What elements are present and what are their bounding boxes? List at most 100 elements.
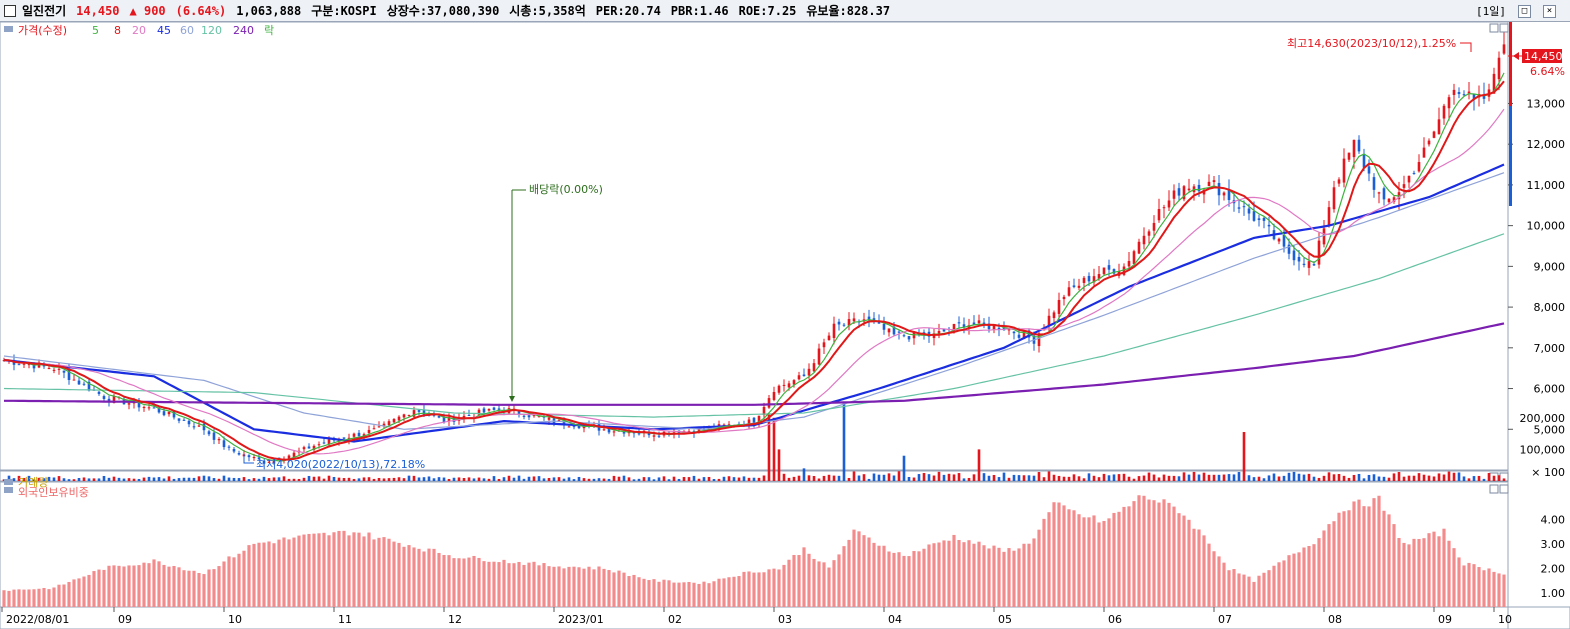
foreign-bar bbox=[252, 543, 256, 607]
volume-bar bbox=[152, 477, 156, 481]
trade-volume: 1,063,888 bbox=[236, 3, 302, 18]
close-icon[interactable]: × bbox=[1543, 4, 1556, 18]
volume-bar bbox=[1192, 471, 1196, 481]
candle-body bbox=[982, 322, 986, 324]
foreign-bar bbox=[1457, 557, 1461, 607]
foreign-bar bbox=[177, 567, 181, 607]
volume-bar bbox=[382, 478, 386, 481]
foreign-bar bbox=[417, 548, 421, 607]
ma120-line bbox=[3, 233, 1505, 418]
candle-body bbox=[822, 342, 826, 348]
legend-ma5: 5 bbox=[92, 24, 99, 37]
foreign-bar bbox=[1382, 510, 1386, 607]
foreign-bar bbox=[277, 539, 281, 607]
candle-body bbox=[237, 453, 241, 455]
foreign-bar bbox=[1287, 555, 1291, 607]
candle-body bbox=[1247, 208, 1251, 214]
volume-panel-toggle-icon[interactable] bbox=[4, 479, 13, 485]
foreign-bar bbox=[377, 537, 381, 607]
range-bar-up bbox=[1509, 22, 1512, 106]
foreign-bar bbox=[962, 542, 966, 607]
restore-icon[interactable]: □ bbox=[1518, 4, 1531, 18]
candle-body bbox=[1292, 250, 1296, 261]
x-tick-label: 09 bbox=[118, 613, 132, 626]
volume-bar bbox=[1142, 475, 1146, 481]
volume-bar bbox=[637, 478, 641, 481]
foreign-bar bbox=[232, 557, 236, 607]
volume-bar bbox=[692, 475, 696, 481]
candle-body bbox=[1162, 207, 1166, 209]
candle-body bbox=[1067, 287, 1071, 296]
volume-bar bbox=[597, 478, 601, 481]
candle-body bbox=[112, 396, 116, 403]
candle-body bbox=[47, 368, 51, 370]
volume-bar bbox=[72, 479, 76, 481]
candle-body bbox=[522, 415, 526, 417]
candle-body bbox=[452, 417, 456, 422]
foreign-bar bbox=[1447, 540, 1451, 607]
candle-body bbox=[722, 424, 726, 426]
volume-bar bbox=[877, 474, 881, 481]
volume-bar bbox=[687, 477, 691, 481]
volume-bar bbox=[1157, 477, 1161, 481]
candle-body bbox=[752, 417, 756, 424]
volume-bar bbox=[1397, 472, 1401, 481]
foreign-bar bbox=[122, 566, 126, 607]
foreign-bar bbox=[312, 533, 316, 607]
candle-body bbox=[907, 336, 911, 340]
foreign-bar bbox=[522, 564, 526, 607]
volume-bar bbox=[1212, 474, 1216, 481]
foreign-bar bbox=[652, 579, 656, 607]
candle-body bbox=[1337, 179, 1341, 184]
foreign-bar bbox=[757, 572, 761, 607]
foreign-bar bbox=[892, 552, 896, 607]
volume-bar bbox=[507, 475, 511, 481]
roe-value: ROE:7.25 bbox=[738, 3, 797, 18]
volume-bar bbox=[582, 478, 586, 481]
foreign-bar bbox=[627, 576, 631, 607]
candle-body bbox=[832, 323, 836, 338]
foreign-bar bbox=[82, 576, 86, 607]
volume-bar bbox=[1277, 476, 1281, 481]
volume-bar bbox=[397, 477, 401, 481]
candle-body bbox=[1367, 166, 1371, 174]
period-label[interactable]: [1일] bbox=[1476, 5, 1506, 18]
volume-bar bbox=[1442, 474, 1446, 481]
foreign-bar bbox=[1247, 576, 1251, 607]
volume-bar bbox=[1202, 472, 1206, 481]
foreign-bar bbox=[782, 564, 786, 607]
price-tick-label: 9,000 bbox=[1534, 260, 1566, 273]
volume-bar bbox=[122, 478, 126, 481]
foreign-bar bbox=[1057, 502, 1061, 607]
candle-body bbox=[1187, 188, 1191, 191]
candle-body bbox=[652, 435, 656, 437]
volume-bar bbox=[442, 477, 446, 481]
foreign-bar bbox=[212, 569, 216, 607]
panel-toggle-icon[interactable] bbox=[4, 26, 13, 32]
foreign-bar bbox=[1257, 575, 1261, 607]
volume-bar bbox=[817, 478, 821, 481]
foreign-bar bbox=[72, 579, 76, 607]
volume-bar bbox=[927, 474, 931, 481]
select-checkbox[interactable] bbox=[4, 4, 16, 17]
candle-body bbox=[152, 407, 156, 409]
foreign-bar bbox=[1017, 548, 1021, 607]
volume-bar bbox=[257, 478, 261, 481]
volume-bar bbox=[482, 478, 486, 481]
volume-bar bbox=[757, 477, 761, 481]
candle-body bbox=[287, 455, 291, 461]
candle-body bbox=[32, 363, 36, 369]
pbr-value: PBR:1.46 bbox=[670, 3, 729, 18]
candle-body bbox=[492, 407, 496, 410]
volume-bar bbox=[1392, 473, 1396, 481]
foreign-bar bbox=[672, 582, 676, 607]
foreign-bar bbox=[882, 545, 886, 607]
candle-body bbox=[887, 328, 891, 333]
volume-bar bbox=[1417, 473, 1421, 481]
volume-bar bbox=[1322, 475, 1326, 481]
candle-body bbox=[1387, 198, 1391, 203]
candle-body bbox=[1447, 97, 1451, 109]
foreign-bar bbox=[1147, 499, 1151, 607]
foreign-panel-toggle-icon[interactable] bbox=[4, 487, 13, 493]
